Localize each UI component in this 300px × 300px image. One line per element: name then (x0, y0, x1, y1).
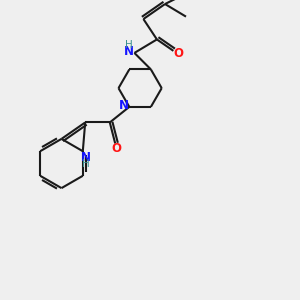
Text: N: N (119, 99, 129, 112)
Text: H: H (125, 40, 133, 50)
Text: H: H (82, 159, 90, 170)
Text: O: O (112, 142, 122, 155)
Text: O: O (174, 47, 184, 60)
Text: N: N (81, 151, 91, 164)
Text: N: N (124, 45, 134, 58)
